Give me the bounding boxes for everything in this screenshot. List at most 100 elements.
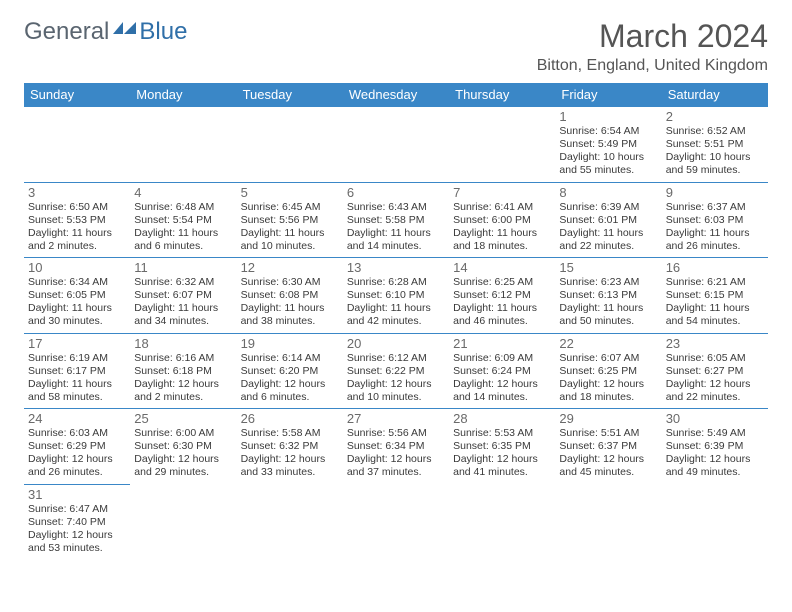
day-number: 18 [134,336,232,351]
calendar-cell [662,484,768,559]
day-info: Sunrise: 6:25 AMSunset: 6:12 PMDaylight:… [453,276,551,329]
day-info: Sunrise: 6:45 AMSunset: 5:56 PMDaylight:… [241,201,339,254]
calendar-cell [343,107,449,183]
weekday-header: Sunday [24,83,130,107]
day-number: 20 [347,336,445,351]
day-info: Sunrise: 6:21 AMSunset: 6:15 PMDaylight:… [666,276,764,329]
calendar-cell: 3Sunrise: 6:50 AMSunset: 5:53 PMDaylight… [24,182,130,258]
day-info: Sunrise: 6:16 AMSunset: 6:18 PMDaylight:… [134,352,232,405]
day-info: Sunrise: 6:23 AMSunset: 6:13 PMDaylight:… [559,276,657,329]
day-info: Sunrise: 6:39 AMSunset: 6:01 PMDaylight:… [559,201,657,254]
calendar-cell [130,484,236,559]
day-number: 15 [559,260,657,275]
calendar-row: 10Sunrise: 6:34 AMSunset: 6:05 PMDayligh… [24,258,768,334]
calendar-cell: 31Sunrise: 6:47 AMSunset: 7:40 PMDayligh… [24,484,130,559]
day-number: 5 [241,185,339,200]
weekday-header: Saturday [662,83,768,107]
day-info: Sunrise: 6:41 AMSunset: 6:00 PMDaylight:… [453,201,551,254]
day-info: Sunrise: 6:28 AMSunset: 6:10 PMDaylight:… [347,276,445,329]
calendar-cell: 14Sunrise: 6:25 AMSunset: 6:12 PMDayligh… [449,258,555,334]
calendar-cell: 5Sunrise: 6:45 AMSunset: 5:56 PMDaylight… [237,182,343,258]
day-number: 19 [241,336,339,351]
day-number: 16 [666,260,764,275]
day-info: Sunrise: 6:50 AMSunset: 5:53 PMDaylight:… [28,201,126,254]
day-number: 30 [666,411,764,426]
day-info: Sunrise: 5:51 AMSunset: 6:37 PMDaylight:… [559,427,657,480]
calendar-cell: 8Sunrise: 6:39 AMSunset: 6:01 PMDaylight… [555,182,661,258]
calendar-row: 31Sunrise: 6:47 AMSunset: 7:40 PMDayligh… [24,484,768,559]
calendar-cell: 13Sunrise: 6:28 AMSunset: 6:10 PMDayligh… [343,258,449,334]
flag-icon [113,20,137,36]
calendar-cell [130,107,236,183]
day-info: Sunrise: 6:32 AMSunset: 6:07 PMDaylight:… [134,276,232,329]
calendar-row: 17Sunrise: 6:19 AMSunset: 6:17 PMDayligh… [24,333,768,409]
calendar-cell: 9Sunrise: 6:37 AMSunset: 6:03 PMDaylight… [662,182,768,258]
calendar-cell: 6Sunrise: 6:43 AMSunset: 5:58 PMDaylight… [343,182,449,258]
day-info: Sunrise: 6:14 AMSunset: 6:20 PMDaylight:… [241,352,339,405]
day-number: 7 [453,185,551,200]
day-number: 28 [453,411,551,426]
calendar-cell [237,107,343,183]
day-info: Sunrise: 6:43 AMSunset: 5:58 PMDaylight:… [347,201,445,254]
day-number: 31 [28,487,126,502]
day-info: Sunrise: 6:03 AMSunset: 6:29 PMDaylight:… [28,427,126,480]
day-info: Sunrise: 6:48 AMSunset: 5:54 PMDaylight:… [134,201,232,254]
day-number: 26 [241,411,339,426]
day-info: Sunrise: 6:00 AMSunset: 6:30 PMDaylight:… [134,427,232,480]
weekday-header: Tuesday [237,83,343,107]
logo-text-a: General [24,18,109,46]
calendar-cell [343,484,449,559]
day-number: 9 [666,185,764,200]
day-info: Sunrise: 5:49 AMSunset: 6:39 PMDaylight:… [666,427,764,480]
day-info: Sunrise: 5:58 AMSunset: 6:32 PMDaylight:… [241,427,339,480]
day-info: Sunrise: 6:37 AMSunset: 6:03 PMDaylight:… [666,201,764,254]
day-info: Sunrise: 6:05 AMSunset: 6:27 PMDaylight:… [666,352,764,405]
weekday-header: Monday [130,83,236,107]
calendar-cell [555,484,661,559]
calendar-cell: 19Sunrise: 6:14 AMSunset: 6:20 PMDayligh… [237,333,343,409]
calendar-cell: 25Sunrise: 6:00 AMSunset: 6:30 PMDayligh… [130,409,236,485]
day-number: 21 [453,336,551,351]
page-title: March 2024 [537,18,768,55]
day-info: Sunrise: 6:09 AMSunset: 6:24 PMDaylight:… [453,352,551,405]
day-number: 25 [134,411,232,426]
location-text: Bitton, England, United Kingdom [537,57,768,75]
calendar-cell: 4Sunrise: 6:48 AMSunset: 5:54 PMDaylight… [130,182,236,258]
day-number: 24 [28,411,126,426]
weekday-header-row: SundayMondayTuesdayWednesdayThursdayFrid… [24,83,768,107]
calendar-cell: 12Sunrise: 6:30 AMSunset: 6:08 PMDayligh… [237,258,343,334]
calendar-cell [24,107,130,183]
calendar-cell [449,484,555,559]
day-info: Sunrise: 6:34 AMSunset: 6:05 PMDaylight:… [28,276,126,329]
day-info: Sunrise: 6:30 AMSunset: 6:08 PMDaylight:… [241,276,339,329]
calendar-cell: 1Sunrise: 6:54 AMSunset: 5:49 PMDaylight… [555,107,661,183]
calendar-cell: 24Sunrise: 6:03 AMSunset: 6:29 PMDayligh… [24,409,130,485]
day-number: 22 [559,336,657,351]
calendar-cell: 17Sunrise: 6:19 AMSunset: 6:17 PMDayligh… [24,333,130,409]
calendar-table: SundayMondayTuesdayWednesdayThursdayFrid… [24,83,768,559]
day-info: Sunrise: 5:53 AMSunset: 6:35 PMDaylight:… [453,427,551,480]
calendar-cell: 22Sunrise: 6:07 AMSunset: 6:25 PMDayligh… [555,333,661,409]
day-info: Sunrise: 6:19 AMSunset: 6:17 PMDaylight:… [28,352,126,405]
logo-text-b: Blue [139,18,187,46]
weekday-header: Friday [555,83,661,107]
day-info: Sunrise: 6:52 AMSunset: 5:51 PMDaylight:… [666,125,764,178]
calendar-cell [449,107,555,183]
day-number: 3 [28,185,126,200]
day-number: 4 [134,185,232,200]
day-info: Sunrise: 6:47 AMSunset: 7:40 PMDaylight:… [28,503,126,556]
day-info: Sunrise: 6:07 AMSunset: 6:25 PMDaylight:… [559,352,657,405]
calendar-cell: 2Sunrise: 6:52 AMSunset: 5:51 PMDaylight… [662,107,768,183]
calendar-cell: 23Sunrise: 6:05 AMSunset: 6:27 PMDayligh… [662,333,768,409]
calendar-cell [237,484,343,559]
weekday-header: Wednesday [343,83,449,107]
day-number: 10 [28,260,126,275]
calendar-cell: 28Sunrise: 5:53 AMSunset: 6:35 PMDayligh… [449,409,555,485]
calendar-row: 3Sunrise: 6:50 AMSunset: 5:53 PMDaylight… [24,182,768,258]
calendar-row: 1Sunrise: 6:54 AMSunset: 5:49 PMDaylight… [24,107,768,183]
day-number: 8 [559,185,657,200]
day-info: Sunrise: 6:54 AMSunset: 5:49 PMDaylight:… [559,125,657,178]
day-number: 11 [134,260,232,275]
day-number: 13 [347,260,445,275]
logo: General Blue [24,18,187,46]
